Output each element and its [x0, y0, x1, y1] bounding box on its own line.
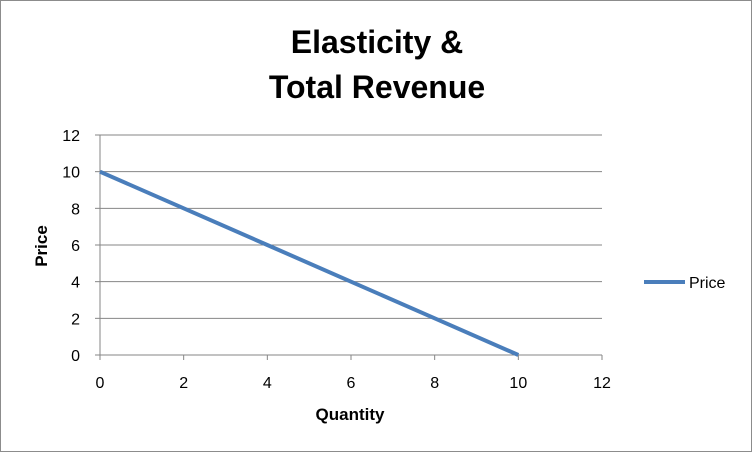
y-axis-label: Price — [32, 225, 51, 267]
y-tick-labels: 0 2 4 6 8 10 12 — [62, 128, 80, 365]
x-tick-label-8: 8 — [430, 375, 439, 392]
chart-title-line-2: Total Revenue — [269, 69, 485, 105]
y-tick-label-0: 0 — [71, 348, 80, 365]
series-layer — [99, 169, 520, 357]
x-tick-label-6: 6 — [347, 375, 356, 392]
x-tick-label-4: 4 — [263, 375, 272, 392]
series-line-0 — [99, 169, 520, 357]
axes — [95, 134, 603, 360]
x-tick-label-0: 0 — [96, 375, 105, 392]
x-tick-label-2: 2 — [179, 375, 188, 392]
y-tick-label-6: 6 — [71, 238, 80, 255]
y-tick-label-8: 8 — [71, 201, 80, 218]
x-tick-label-10: 10 — [509, 375, 527, 392]
x-tick-labels: 0 2 4 6 8 10 12 — [96, 375, 611, 392]
y-tick-label-2: 2 — [71, 311, 80, 328]
y-tick-label-12: 12 — [62, 128, 80, 145]
legend-label-price: Price — [689, 275, 726, 292]
y-tick-label-10: 10 — [62, 165, 80, 182]
x-tick-label-12: 12 — [593, 375, 611, 392]
gridlines — [100, 134, 602, 356]
legend: Price — [644, 275, 726, 292]
x-axis-label: Quantity — [316, 405, 385, 424]
chart-title-line-1: Elasticity & — [291, 24, 464, 60]
y-tick-label-4: 4 — [71, 275, 80, 292]
